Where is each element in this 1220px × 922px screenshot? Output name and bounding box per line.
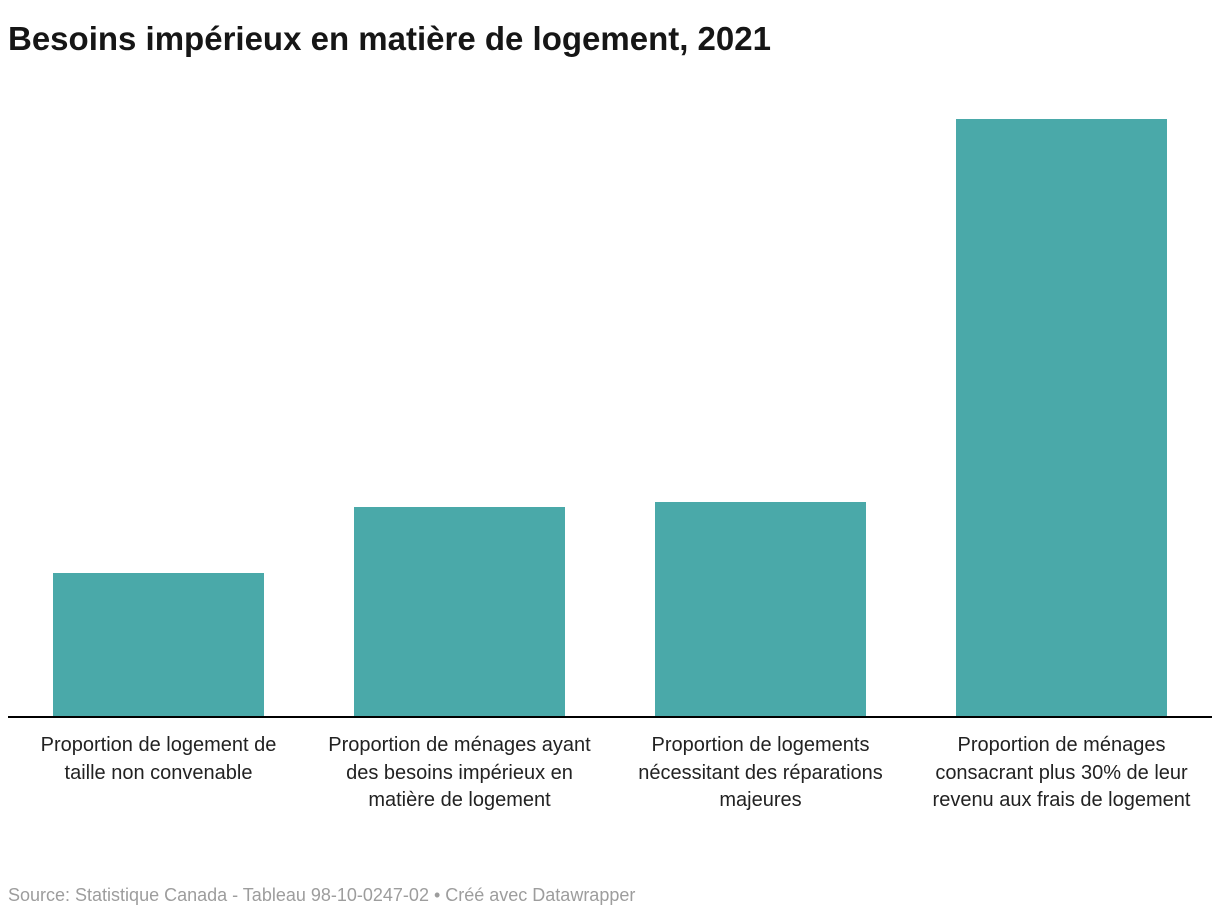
bar-column-2 [309,102,610,716]
bar-column-3 [610,102,911,716]
bar-1 [53,573,264,716]
bar-2 [354,507,565,716]
category-label-2: Proportion de ménages ayant des besoins … [328,733,591,812]
category-label-4: Proportion de ménages consacrant plus 30… [932,733,1191,812]
plot-area [8,102,1212,718]
category-label-1: Proportion de logement de taille non con… [40,733,277,784]
category-label-3: Proportion de logements nécessitant des … [638,733,883,812]
chart-title: Besoins impérieux en matière de logement… [8,20,771,57]
bar-column-1 [8,102,309,716]
source-attribution: Source: Statistique Canada - Tableau 98-… [8,885,636,905]
bar-4 [956,119,1167,716]
bar-3 [655,501,866,716]
bar-column-4 [911,102,1212,716]
category-labels-row: Proportion de logement de taille non con… [8,732,1212,815]
